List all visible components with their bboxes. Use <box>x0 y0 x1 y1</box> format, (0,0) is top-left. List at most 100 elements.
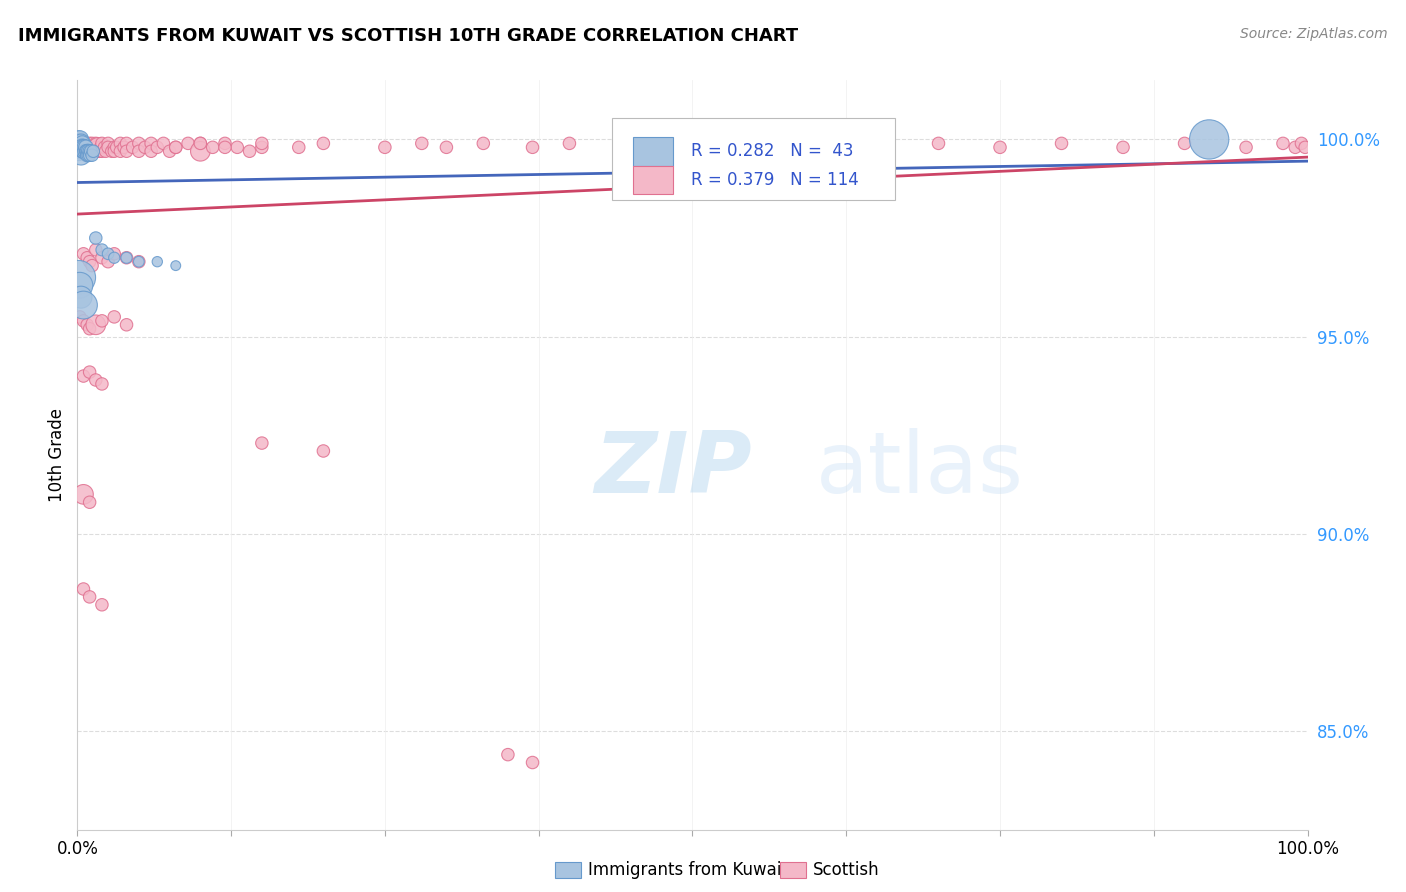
Point <box>90 314 114 328</box>
Point <box>84 243 107 257</box>
Point <box>77 145 100 159</box>
Point <box>67 145 90 159</box>
Point <box>70 140 93 154</box>
Point <box>79 140 101 154</box>
Point <box>72 369 94 384</box>
Point <box>90 598 114 612</box>
Point <box>214 136 236 151</box>
Point <box>188 145 212 159</box>
Point <box>75 145 97 159</box>
Point <box>112 140 135 154</box>
Point <box>177 136 200 151</box>
Point <box>90 376 114 391</box>
Point <box>70 140 93 154</box>
Point <box>84 140 107 154</box>
Point <box>72 136 94 151</box>
Point <box>76 251 98 265</box>
Point <box>70 136 93 151</box>
Point <box>250 140 273 154</box>
Point <box>90 243 114 257</box>
Point <box>76 140 98 154</box>
Point <box>73 140 96 154</box>
Point <box>67 140 90 154</box>
Text: Scottish: Scottish <box>813 861 879 879</box>
Point <box>115 136 138 151</box>
Point <box>97 254 120 268</box>
Point <box>928 136 950 151</box>
Point <box>94 145 117 159</box>
Y-axis label: 10th Grade: 10th Grade <box>48 408 66 502</box>
Point <box>152 136 174 151</box>
Point <box>472 136 495 151</box>
Point <box>90 136 114 151</box>
Point <box>90 251 114 265</box>
Point <box>115 251 138 265</box>
Point <box>80 140 103 154</box>
Point <box>522 756 544 770</box>
Point <box>146 140 169 154</box>
Point <box>1272 136 1295 151</box>
Point <box>72 145 94 159</box>
Point <box>97 136 120 151</box>
Point <box>93 140 115 154</box>
Point <box>86 145 108 159</box>
Point <box>84 136 107 151</box>
Point <box>866 140 889 154</box>
Point <box>69 140 91 154</box>
Point <box>141 136 163 151</box>
Point <box>288 140 311 154</box>
Point <box>201 140 224 154</box>
Point <box>70 136 93 151</box>
Point <box>76 148 98 162</box>
Point <box>682 136 704 151</box>
Point <box>82 140 104 154</box>
Point <box>134 140 156 154</box>
Point <box>82 136 104 151</box>
Point <box>82 145 104 159</box>
Point <box>67 136 90 151</box>
Point <box>69 278 91 293</box>
Point <box>97 247 120 261</box>
Point <box>70 145 93 159</box>
Point <box>97 140 120 154</box>
Point <box>1112 140 1135 154</box>
Point <box>312 136 335 151</box>
Point <box>79 254 101 268</box>
Point <box>70 148 93 162</box>
Point <box>79 145 101 159</box>
Point <box>1291 136 1313 151</box>
Point <box>1198 132 1220 146</box>
Point <box>239 145 262 159</box>
Bar <box>634 137 673 166</box>
Point <box>72 140 94 154</box>
Point <box>72 487 94 501</box>
Point <box>72 298 94 312</box>
Point <box>89 145 111 159</box>
Text: IMMIGRANTS FROM KUWAIT VS SCOTTISH 10TH GRADE CORRELATION CHART: IMMIGRANTS FROM KUWAIT VS SCOTTISH 10TH … <box>18 27 799 45</box>
Point <box>90 140 112 154</box>
Point <box>146 254 169 268</box>
Point <box>103 310 125 324</box>
Point <box>165 140 187 154</box>
Point <box>620 140 643 154</box>
Point <box>159 145 181 159</box>
Point <box>73 136 96 151</box>
Point <box>76 145 98 159</box>
Point <box>70 140 93 154</box>
Point <box>411 136 433 151</box>
Point <box>70 136 93 151</box>
Point <box>250 436 273 450</box>
Point <box>115 251 138 265</box>
Text: atlas: atlas <box>815 428 1024 511</box>
Text: R = 0.282   N =  43: R = 0.282 N = 43 <box>692 143 853 161</box>
Point <box>188 136 212 151</box>
Point <box>1294 140 1316 154</box>
Point <box>165 140 187 154</box>
Point <box>67 136 90 151</box>
Point <box>70 145 93 159</box>
Point <box>84 318 107 332</box>
Point <box>66 132 89 146</box>
Point <box>128 254 150 268</box>
Point <box>72 247 94 261</box>
Point <box>76 145 98 159</box>
